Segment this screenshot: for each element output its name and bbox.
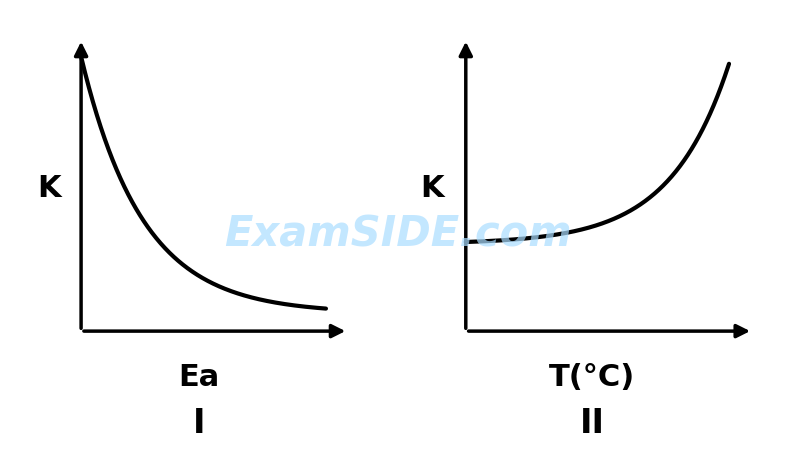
Text: ExamSIDE.com: ExamSIDE.com [223,213,572,256]
Text: K: K [420,174,444,203]
Text: Ea: Ea [178,363,219,392]
Text: T(°C): T(°C) [549,363,635,392]
Text: I: I [192,407,205,440]
Text: K: K [37,174,61,203]
Text: II: II [580,407,605,440]
